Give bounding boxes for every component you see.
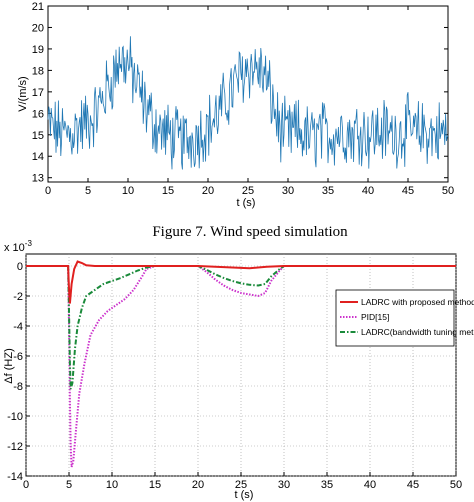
x-tick-label: 10 bbox=[106, 479, 118, 491]
y-tick-label: -4 bbox=[13, 321, 23, 333]
chart1-ticks: 0 5 10 15 20 25 30 35 40 45 50 13 14 15 16 17 18 19 20 21 bbox=[32, 1, 454, 197]
series-line-0 bbox=[26, 260, 456, 304]
y-tick-label: 21 bbox=[32, 1, 44, 13]
legend-label-3: LADRC(bandwidth tuning method) bbox=[361, 327, 474, 337]
wind-speed-line bbox=[47, 36, 449, 170]
y-tick-label: -8 bbox=[13, 381, 23, 393]
x-tick-label: 5 bbox=[66, 479, 72, 491]
chart2-legend: LADRC with proposed method PID[15] LADRC… bbox=[335, 289, 474, 347]
x-tick-label: 20 bbox=[192, 479, 204, 491]
y-tick-label: -10 bbox=[7, 411, 23, 423]
chart2-series bbox=[26, 260, 456, 468]
x-tick-label: 25 bbox=[242, 185, 254, 197]
x-tick-label: 50 bbox=[442, 185, 454, 197]
figure-caption: Figure 7. Wind speed simulation bbox=[152, 224, 348, 240]
x-tick-label: 25 bbox=[235, 479, 247, 491]
chart2-x-axis-label: t (s) bbox=[235, 489, 254, 501]
frequency-deviation-chart: 0 5 10 15 20 25 30 35 40 45 50 0 -2 -4 -6 -8 -10 -12 -14 x… bbox=[3, 239, 474, 501]
x-tick-label: 45 bbox=[402, 185, 414, 197]
chart2-y-axis-label: Δf (HZ) bbox=[3, 348, 15, 383]
chart1-x-axis-label: t (s) bbox=[237, 197, 256, 209]
chart1-y-axis-label: V/(m/s) bbox=[17, 76, 29, 111]
y-tick-label: 15 bbox=[32, 130, 44, 142]
x-tick-label: 50 bbox=[450, 479, 462, 491]
y-tick-label: -6 bbox=[13, 351, 23, 363]
y-tick-label: 0 bbox=[17, 261, 23, 273]
y-tick-label: 20 bbox=[32, 22, 44, 34]
wind-speed-chart: 0 5 10 15 20 25 30 35 40 45 50 13 14 15 16 17 18 19 20 21 t… bbox=[17, 1, 454, 209]
chart1-plot-area bbox=[47, 5, 449, 183]
x-tick-label: 40 bbox=[362, 185, 374, 197]
x-tick-label: 0 bbox=[45, 185, 51, 197]
x-tick-label: 0 bbox=[23, 479, 29, 491]
chart2-exponent-label: x 10-3 bbox=[4, 239, 32, 254]
x-tick-label: 35 bbox=[322, 185, 334, 197]
y-tick-label: 18 bbox=[32, 65, 44, 77]
chart2-ticks: 0 5 10 15 20 25 30 35 40 45 50 0 -2 -4 -6 -8 -10 -12 -14 bbox=[7, 261, 462, 491]
series-line-1 bbox=[26, 265, 456, 468]
y-tick-label: 13 bbox=[32, 173, 44, 185]
y-tick-label: -12 bbox=[7, 441, 23, 453]
x-tick-label: 40 bbox=[364, 479, 376, 491]
x-tick-label: 5 bbox=[85, 185, 91, 197]
y-tick-label: 19 bbox=[32, 44, 44, 56]
legend-label-1: LADRC with proposed method bbox=[361, 297, 474, 307]
y-tick-label: 17 bbox=[32, 87, 44, 99]
x-tick-label: 20 bbox=[202, 185, 214, 197]
x-tick-label: 10 bbox=[122, 185, 134, 197]
x-tick-label: 15 bbox=[149, 479, 161, 491]
y-tick-label: 16 bbox=[32, 108, 44, 120]
series-line-2 bbox=[26, 265, 456, 390]
x-tick-label: 35 bbox=[321, 479, 333, 491]
x-tick-label: 45 bbox=[407, 479, 419, 491]
y-tick-label: -2 bbox=[13, 291, 23, 303]
wind-speed-series bbox=[47, 36, 449, 170]
y-tick-label: 14 bbox=[32, 151, 44, 163]
x-tick-label: 30 bbox=[278, 479, 290, 491]
y-tick-label: -14 bbox=[7, 471, 23, 483]
x-tick-label: 15 bbox=[162, 185, 174, 197]
legend-label-2: PID[15] bbox=[361, 312, 389, 322]
x-tick-label: 30 bbox=[282, 185, 294, 197]
